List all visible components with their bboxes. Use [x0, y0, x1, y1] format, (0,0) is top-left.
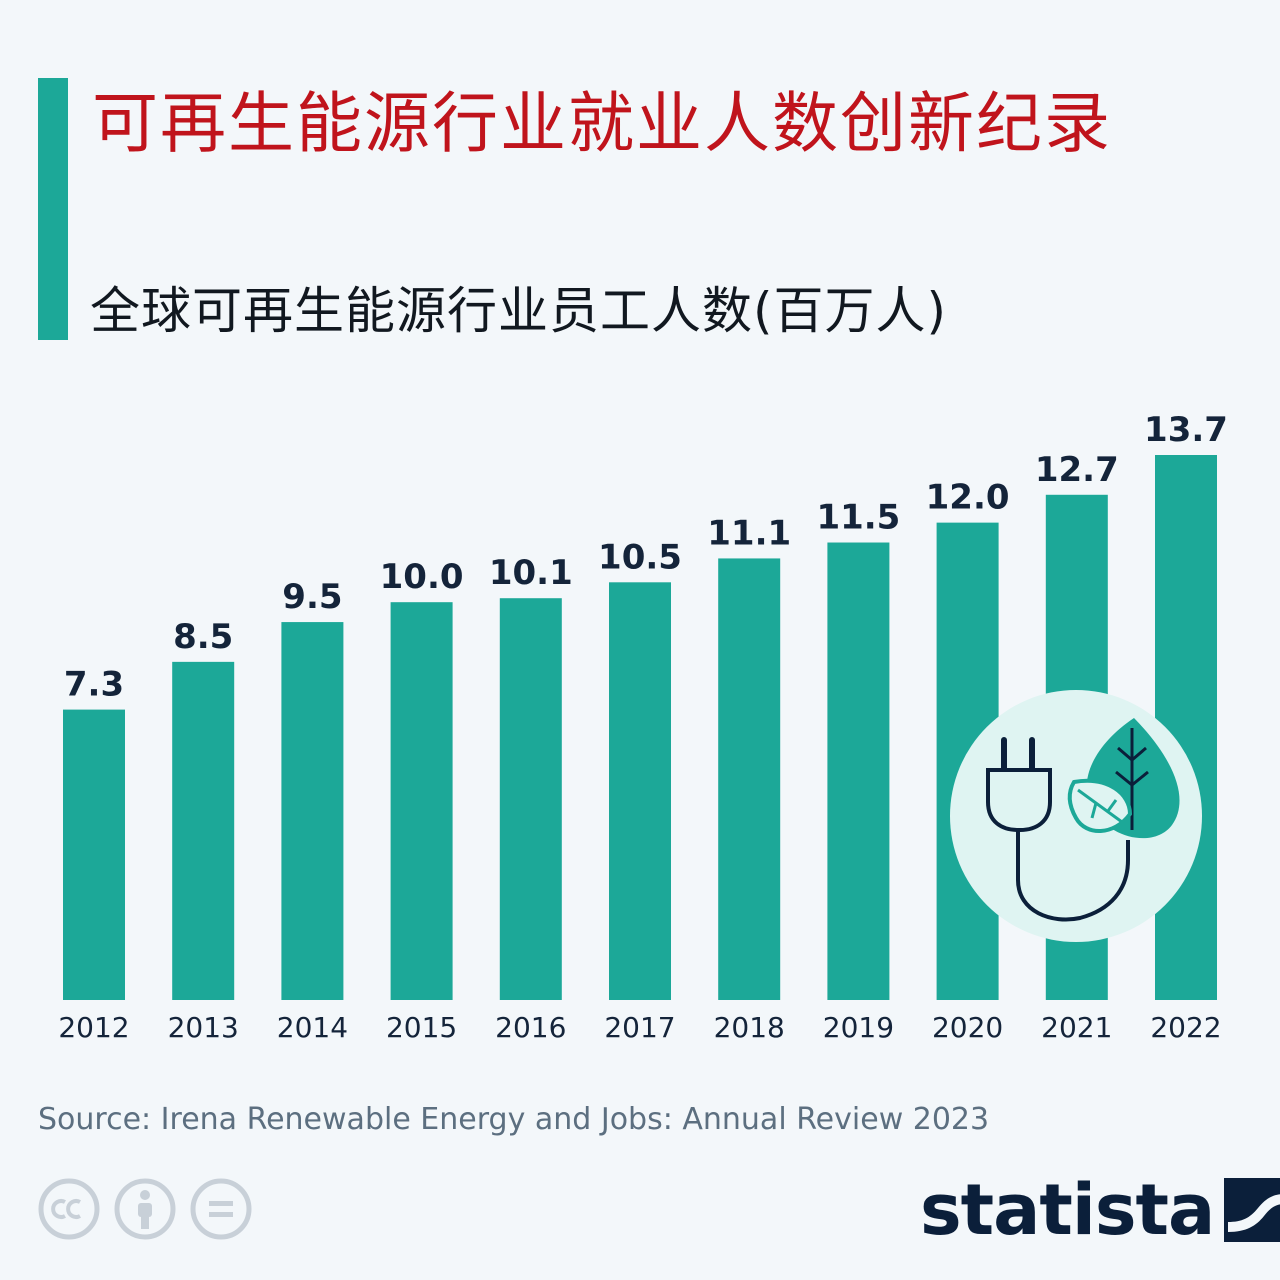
bar-2016 [499, 598, 562, 1000]
source-note: Source: Irena Renewable Energy and Jobs:… [38, 1102, 990, 1137]
bar-value-label: 10.5 [598, 537, 682, 577]
x-tick-label: 2020 [932, 1011, 1003, 1044]
bar-2014 [281, 622, 344, 1000]
bar-value-label: 7.3 [64, 665, 124, 705]
bar-value-label: 12.0 [926, 478, 1010, 518]
bar-value-label: 9.5 [282, 577, 342, 617]
x-tick-label: 2019 [823, 1011, 894, 1044]
x-tick-label: 2018 [714, 1011, 785, 1044]
license-icons [38, 1178, 252, 1240]
statista-mark-icon [1224, 1178, 1280, 1242]
chart-title: 可再生能源行业就业人数创新纪录 [92, 85, 1112, 162]
bar-value-label: 11.1 [707, 513, 791, 553]
bar-value-label: 10.0 [380, 557, 464, 597]
bar-2013 [172, 661, 235, 1000]
bar-2017 [609, 582, 671, 1000]
x-tick-label: 2012 [58, 1011, 129, 1044]
bar-value-label: 8.5 [173, 617, 233, 657]
chart-subtitle: 全球可再生能源行业员工人数(百万人) [90, 282, 948, 340]
x-tick-label: 2021 [1041, 1011, 1112, 1044]
cc-icon[interactable] [38, 1178, 100, 1240]
x-tick-label: 2016 [495, 1011, 566, 1044]
bar-value-label: 11.5 [816, 498, 900, 538]
bar-value-label: 12.7 [1035, 450, 1119, 490]
bar-2019 [827, 542, 890, 1000]
bar-2015 [390, 602, 453, 1000]
bar-value-label: 13.7 [1144, 410, 1228, 450]
bar-2012 [63, 709, 125, 1000]
bar-2018 [718, 558, 781, 1000]
statista-logo[interactable]: statista [920, 1170, 1280, 1250]
x-tick-label: 2013 [168, 1011, 239, 1044]
x-tick-label: 2014 [277, 1011, 348, 1044]
x-tick-label: 2022 [1150, 1011, 1221, 1044]
accent-bar [38, 78, 68, 340]
x-tick-label: 2017 [604, 1011, 675, 1044]
brand-name: statista [920, 1169, 1215, 1251]
plug-leaf-icon [950, 690, 1202, 942]
attribution-icon[interactable] [114, 1178, 176, 1240]
x-tick-label: 2015 [386, 1011, 457, 1044]
no-derivatives-icon[interactable] [190, 1178, 252, 1240]
bar-value-label: 10.1 [489, 553, 573, 593]
